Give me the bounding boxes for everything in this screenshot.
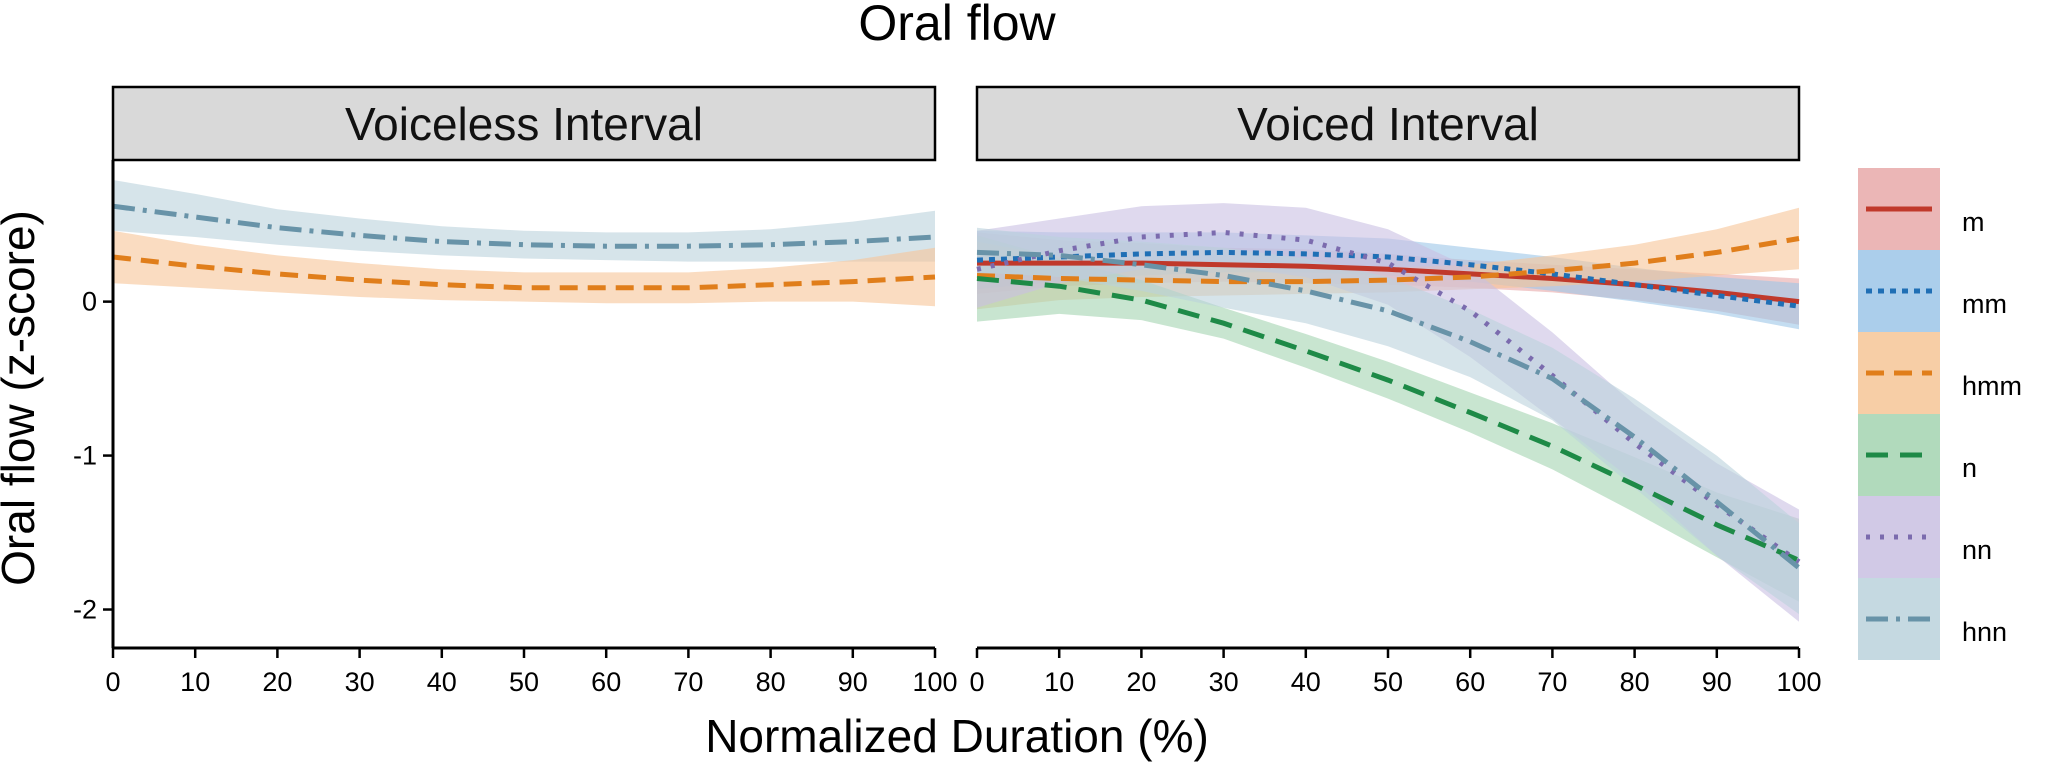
ci-band-n	[977, 235, 1799, 602]
panel-strip	[975, 85, 1801, 162]
chart-title: Oral flow	[858, 0, 1056, 51]
x-axis: 0 10 20 30 40 50 60 70 80 90 100	[969, 646, 1822, 697]
x-tick-label: 80	[1620, 667, 1650, 697]
ci-band-hnn	[113, 180, 935, 262]
panel-voiced: Voiced Interval 0 10 20 30 40 50 60 70 80 90 100	[969, 85, 1822, 697]
legend-item-hmm: hmm	[1858, 332, 2022, 414]
x-tick-label: 0	[969, 667, 984, 697]
series-line-hmm	[976, 236, 1800, 285]
legend-item-hnn: hnn	[1858, 578, 2007, 660]
legend-label: hmm	[1962, 371, 2022, 401]
x-axis: 0 10 20 30 40 50 60 70 80 90 100	[105, 646, 958, 697]
legend-label: nn	[1962, 535, 1992, 565]
legend-swatch	[1858, 496, 1940, 578]
x-tick-label: 70	[1537, 667, 1567, 697]
legend-item-nn: nn	[1858, 496, 1992, 578]
x-tick-label: 20	[1126, 667, 1156, 697]
series-lines	[976, 229, 1801, 570]
x-tick-label: 80	[756, 667, 786, 697]
legend-label: mm	[1962, 289, 2007, 319]
series-line-mm	[976, 249, 1800, 309]
x-tick-label: 50	[509, 667, 539, 697]
x-tick-label: 20	[262, 667, 292, 697]
series-line-nn	[976, 229, 1801, 564]
x-tick-label: 60	[1455, 667, 1485, 697]
y-tick-label: 0	[82, 287, 97, 317]
series-line-n	[976, 276, 1800, 563]
x-tick-label: 90	[1702, 667, 1732, 697]
ci-band-hnn	[977, 227, 1799, 615]
x-tick-label: 10	[180, 667, 210, 697]
y-axis: -2 -1 0	[73, 160, 115, 648]
x-tick-label: 70	[673, 667, 703, 697]
series-lines	[112, 203, 936, 291]
x-tick-label: 90	[838, 667, 868, 697]
panel-strip-label: Voiceless Interval	[345, 98, 703, 150]
ci-bands	[977, 203, 1799, 622]
x-tick-label: 50	[1373, 667, 1403, 697]
series-line-hnn	[112, 203, 936, 249]
legend-label: n	[1962, 453, 1977, 483]
x-tick-label: 40	[1291, 667, 1321, 697]
series-line-hnn	[976, 249, 1801, 570]
x-tick-label: 0	[105, 667, 120, 697]
legend-item-mm: mm	[1858, 250, 2007, 332]
panel-strip	[111, 85, 937, 162]
legend-label: m	[1962, 207, 1985, 237]
legend-item-n: n	[1858, 414, 1977, 496]
y-axis-title: Oral flow (z-score)	[0, 210, 44, 586]
x-tick-label: 100	[1776, 667, 1821, 697]
panel-voiceless: Voiceless Interval 0 10 20 30 40 50 60 70 80 90 100…	[73, 85, 958, 697]
y-tick-label: -1	[73, 441, 97, 471]
legend-label: hnn	[1962, 617, 2007, 647]
x-tick-label: 30	[345, 667, 375, 697]
x-tick-label: 60	[591, 667, 621, 697]
y-tick-label: -2	[73, 595, 97, 625]
x-axis-title: Normalized Duration (%)	[705, 710, 1209, 762]
ci-bands	[113, 180, 935, 307]
x-tick-label: 30	[1209, 667, 1239, 697]
panel-strip-label: Voiced Interval	[1237, 98, 1539, 150]
x-tick-label: 10	[1044, 667, 1074, 697]
x-tick-label: 40	[427, 667, 457, 697]
series-line-hmm	[112, 254, 936, 291]
legend-item-m: m	[1858, 168, 1985, 250]
x-tick-label: 100	[912, 667, 957, 697]
